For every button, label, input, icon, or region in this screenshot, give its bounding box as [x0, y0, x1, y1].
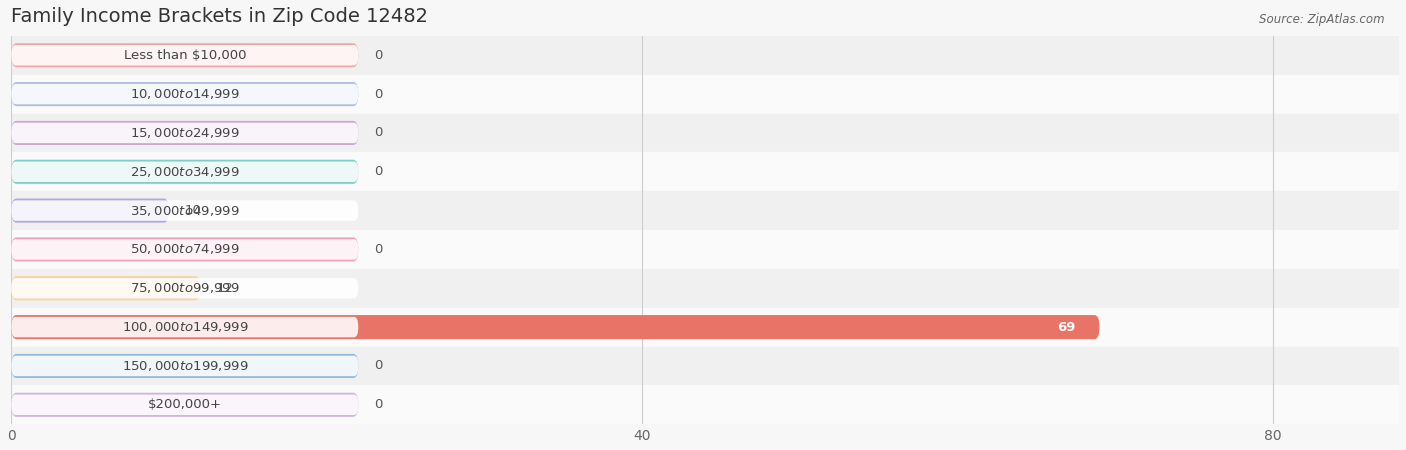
FancyBboxPatch shape [11, 239, 359, 260]
FancyBboxPatch shape [11, 160, 359, 184]
FancyBboxPatch shape [11, 198, 169, 223]
FancyBboxPatch shape [11, 315, 1099, 339]
FancyBboxPatch shape [11, 238, 359, 261]
Bar [11, 75, 1399, 113]
Text: 0: 0 [374, 165, 382, 178]
FancyBboxPatch shape [11, 393, 359, 417]
Text: 0: 0 [374, 243, 382, 256]
FancyBboxPatch shape [11, 395, 359, 415]
FancyBboxPatch shape [11, 45, 359, 66]
FancyBboxPatch shape [11, 123, 359, 143]
Text: $75,000 to $99,999: $75,000 to $99,999 [129, 281, 239, 295]
Bar [11, 385, 1399, 424]
FancyBboxPatch shape [11, 43, 359, 68]
Bar [11, 269, 1399, 308]
Bar [11, 308, 1399, 346]
FancyBboxPatch shape [11, 354, 359, 378]
Text: $50,000 to $74,999: $50,000 to $74,999 [129, 243, 239, 256]
FancyBboxPatch shape [11, 278, 359, 298]
FancyBboxPatch shape [11, 84, 359, 104]
Text: 0: 0 [374, 398, 382, 411]
Text: 0: 0 [374, 49, 382, 62]
Text: $10,000 to $14,999: $10,000 to $14,999 [129, 87, 239, 101]
Bar [11, 36, 1399, 75]
Text: Source: ZipAtlas.com: Source: ZipAtlas.com [1260, 14, 1385, 27]
Text: 0: 0 [374, 126, 382, 140]
Text: $25,000 to $34,999: $25,000 to $34,999 [129, 165, 239, 179]
Text: $15,000 to $24,999: $15,000 to $24,999 [129, 126, 239, 140]
Bar [11, 346, 1399, 385]
Text: Family Income Brackets in Zip Code 12482: Family Income Brackets in Zip Code 12482 [11, 7, 429, 26]
Text: Less than $10,000: Less than $10,000 [124, 49, 246, 62]
Bar [11, 153, 1399, 191]
Bar [11, 230, 1399, 269]
FancyBboxPatch shape [11, 82, 359, 106]
FancyBboxPatch shape [11, 356, 359, 376]
FancyBboxPatch shape [11, 276, 201, 300]
FancyBboxPatch shape [11, 162, 359, 182]
Text: 69: 69 [1057, 320, 1076, 333]
Text: 0: 0 [374, 88, 382, 101]
Text: 12: 12 [217, 282, 233, 295]
FancyBboxPatch shape [11, 317, 359, 338]
Text: $35,000 to $49,999: $35,000 to $49,999 [129, 203, 239, 218]
Text: $150,000 to $199,999: $150,000 to $199,999 [121, 359, 247, 373]
Text: $200,000+: $200,000+ [148, 398, 222, 411]
Text: 0: 0 [374, 360, 382, 373]
Text: 10: 10 [184, 204, 201, 217]
Text: $100,000 to $149,999: $100,000 to $149,999 [121, 320, 247, 334]
Bar [11, 113, 1399, 153]
FancyBboxPatch shape [11, 200, 359, 221]
FancyBboxPatch shape [11, 121, 359, 145]
Bar [11, 191, 1399, 230]
